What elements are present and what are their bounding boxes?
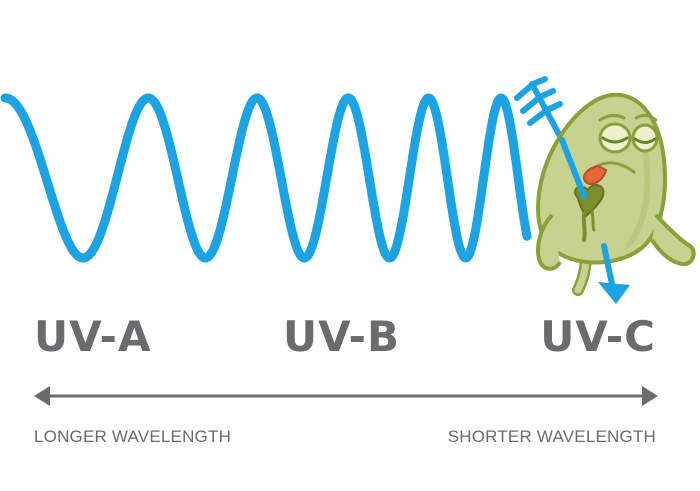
arrow-icon (598, 282, 630, 304)
double-arrow-icon (34, 386, 658, 406)
arrow-tail (514, 76, 565, 143)
sad-germ-icon (514, 76, 696, 304)
band-label-uv-b: UV-B (283, 312, 400, 361)
shorter-wavelength-label: SHORTER WAVELENGTH (447, 427, 656, 446)
longer-wavelength-label: LONGER WAVELENGTH (34, 427, 232, 446)
uv-wave-line (0, 93, 532, 263)
band-label-uv-c: UV-C (540, 312, 656, 361)
band-label-uv-a: UV-A (34, 312, 152, 361)
